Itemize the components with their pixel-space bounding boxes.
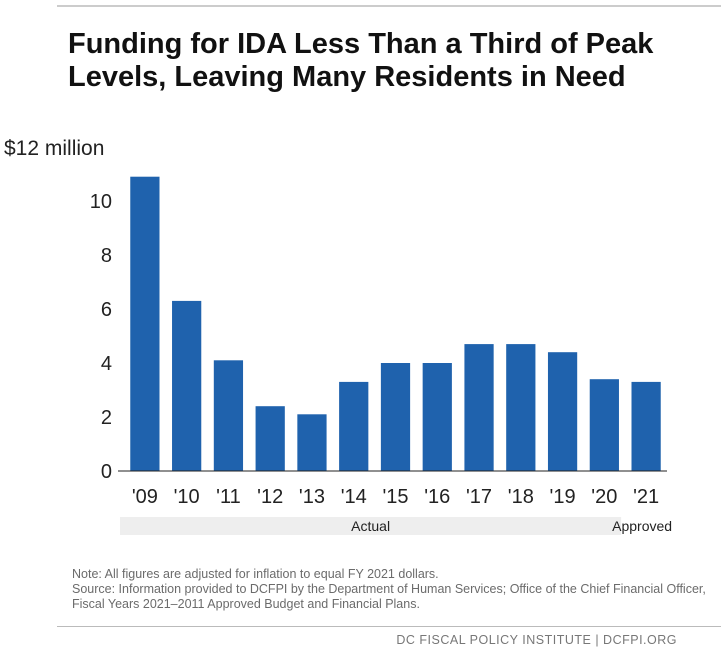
x-tick-label: '18	[508, 486, 534, 508]
group-band	[621, 517, 663, 535]
note-text: Note: All figures are adjusted for infla…	[72, 567, 439, 581]
bar	[506, 344, 536, 471]
y-tick-label: 4	[101, 353, 112, 375]
x-tick-label: '12	[257, 486, 283, 508]
y-tick-label: 10	[90, 191, 112, 213]
footnotes: Note: All figures are adjusted for infla…	[72, 567, 712, 612]
bar	[130, 176, 160, 471]
bar	[547, 352, 578, 471]
bar	[255, 406, 285, 471]
y-tick-label: 0	[101, 461, 112, 483]
group-band	[120, 517, 622, 535]
x-tick-label: '13	[299, 486, 325, 508]
group-label: Actual	[351, 518, 390, 534]
bar	[339, 381, 369, 471]
bar	[380, 363, 411, 471]
x-axis: '09 '10 '11 '12 '13 '14 '15 '16 '17 '18 '19 '20 '21	[132, 486, 659, 508]
source-text: Source: Information provided to DCFPI by…	[72, 582, 706, 611]
x-tick-label: '15	[382, 486, 408, 508]
x-tick-label: '20	[591, 486, 617, 508]
bar	[631, 381, 661, 471]
top-divider	[57, 5, 721, 7]
bar	[422, 363, 452, 471]
x-tick-label: '17	[466, 486, 492, 508]
x-tick-label: '19	[550, 486, 576, 508]
credit-text: DC FISCAL POLICY INSTITUTE | DCFPI.ORG	[396, 633, 677, 647]
bar	[172, 300, 202, 471]
group-label: Approved	[612, 518, 672, 534]
bar	[297, 414, 327, 471]
chart-title: Funding for IDA Less Than a Third of Pea…	[68, 28, 654, 93]
y-unit-label: $12 million	[4, 137, 104, 160]
bar	[213, 360, 244, 471]
x-tick-label: '09	[132, 486, 158, 508]
y-tick-label: 8	[101, 245, 112, 267]
y-axis: $12 million 0 2 4 6 8 10	[4, 137, 112, 483]
bar	[589, 379, 619, 471]
bar-chart: $12 million 0 2 4 6 8 10 '09 '10 '11 '12 '13 '14 '15…	[4, 137, 672, 535]
x-tick-label: '21	[633, 486, 659, 508]
bar	[464, 344, 494, 471]
x-tick-label: '10	[174, 486, 200, 508]
bottom-divider	[57, 626, 721, 627]
y-tick-label: 2	[101, 407, 112, 429]
y-tick-label: 6	[101, 299, 112, 321]
x-tick-label: '14	[341, 486, 367, 508]
x-tick-label: '11	[216, 486, 241, 508]
period-groups: Actual Approved	[120, 517, 672, 535]
bars-group	[130, 176, 661, 471]
x-tick-label: '16	[424, 486, 450, 508]
